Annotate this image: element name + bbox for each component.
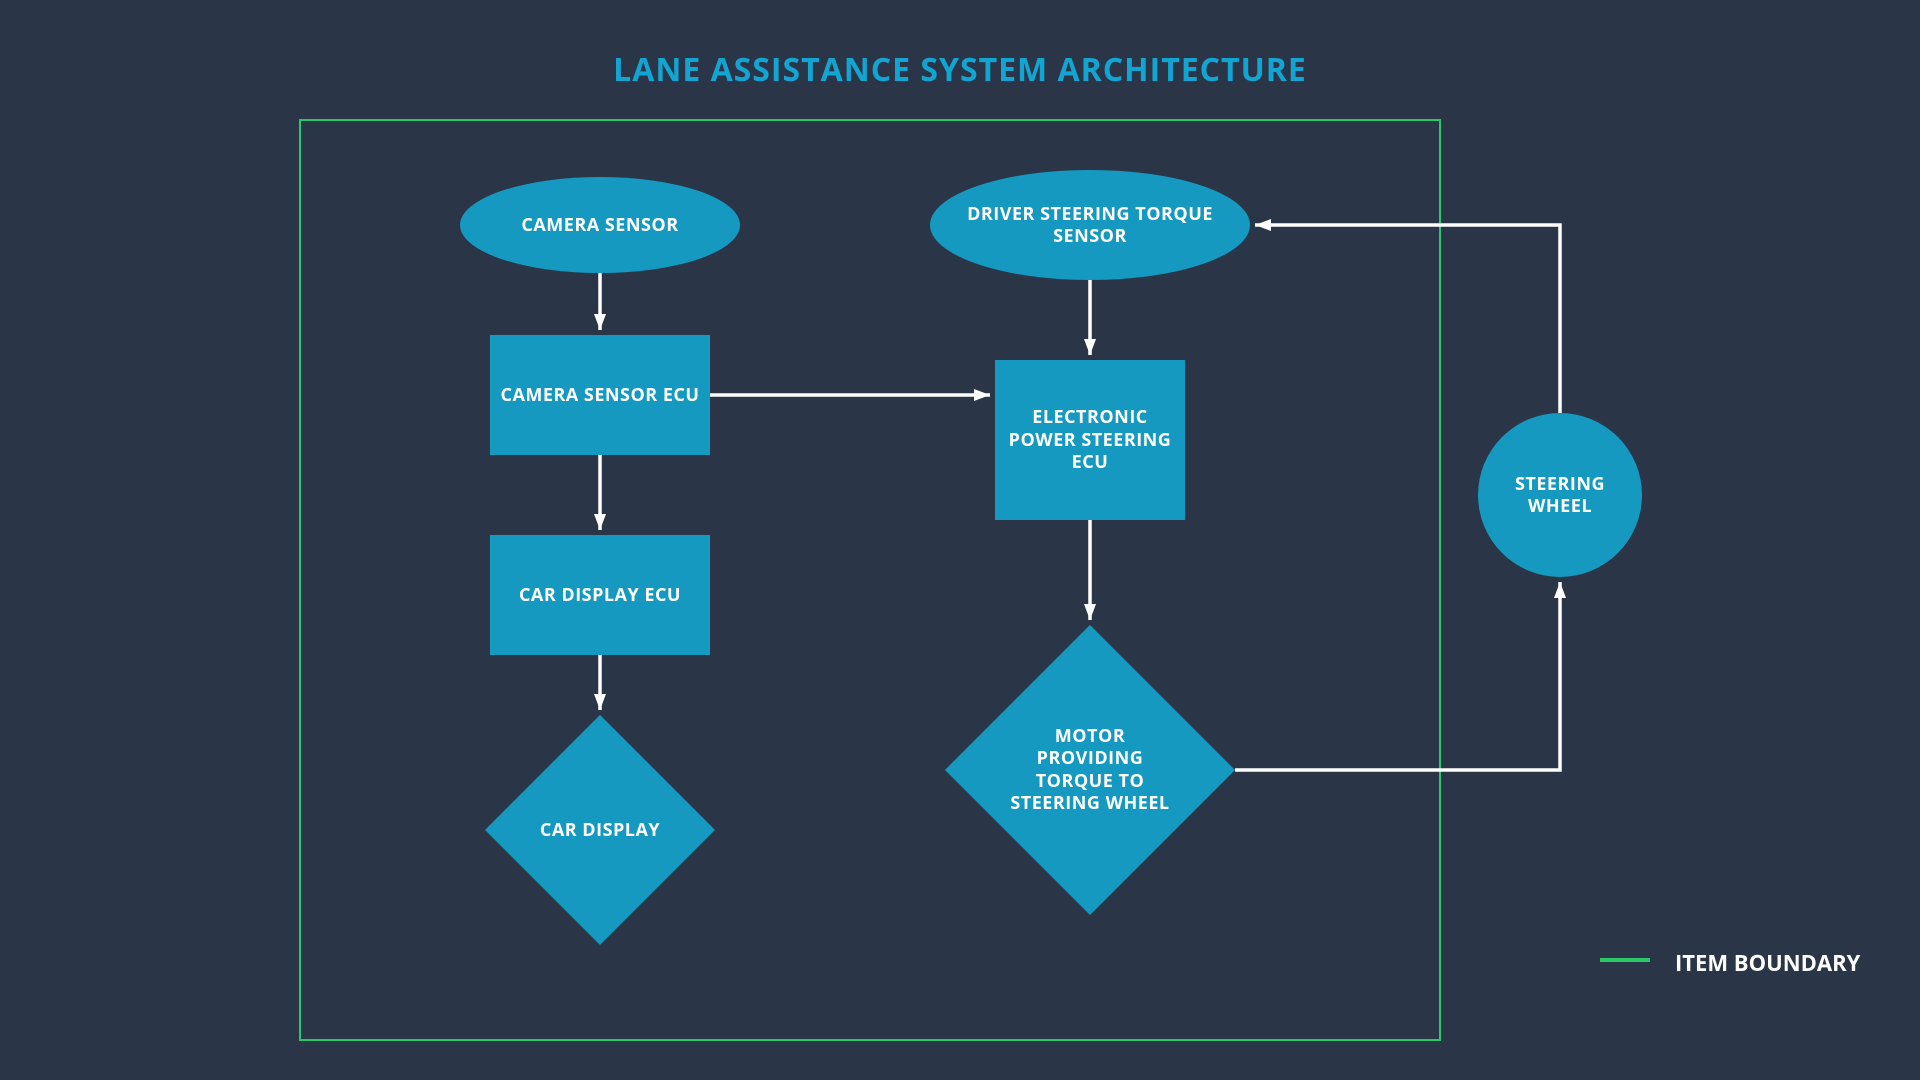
camera_ecu-label: CAMERA SENSOR ECU <box>490 335 710 455</box>
steering_wheel-label: STEERING WHEEL <box>1478 413 1642 577</box>
diagram-canvas: LANE ASSISTANCE SYSTEM ARCHITECTURE CAME… <box>0 0 1920 1080</box>
car_display-label: CAR DISPLAY <box>529 759 672 902</box>
label-layer: CAMERA SENSOR CAMERA SENSOR ECU CAR DISPLA… <box>0 0 1920 1080</box>
torque_sensor-label: DRIVER STEERING TORQUE SENSOR <box>930 170 1250 280</box>
camera_sensor-label: CAMERA SENSOR <box>460 177 740 273</box>
eps_ecu-label: ELECTRONIC POWER STEERING ECU <box>995 360 1185 520</box>
legend-label: ITEM BOUNDARY <box>1675 948 1860 978</box>
legend-swatch <box>1600 958 1650 962</box>
motor-label: MOTOR PROVIDING TORQUE TO STEERING WHEEL <box>1000 680 1180 860</box>
display_ecu-label: CAR DISPLAY ECU <box>490 535 710 655</box>
